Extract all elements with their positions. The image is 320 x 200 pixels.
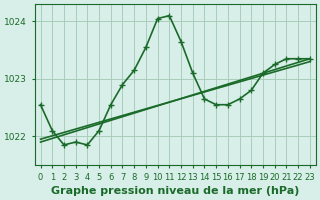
X-axis label: Graphe pression niveau de la mer (hPa): Graphe pression niveau de la mer (hPa) bbox=[51, 186, 300, 196]
